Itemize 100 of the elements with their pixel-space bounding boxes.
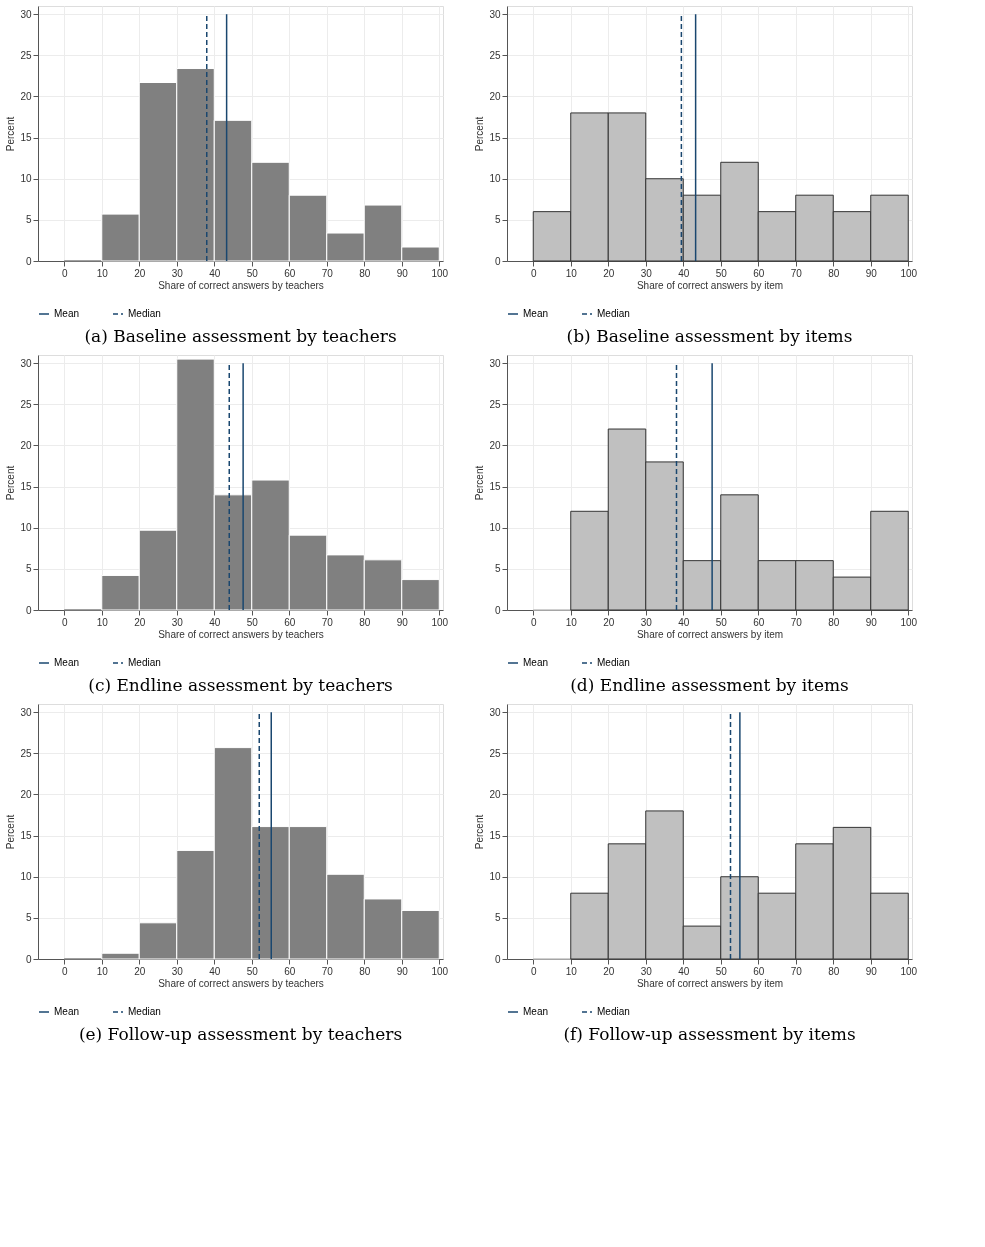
x-tick-label: 90 [865, 965, 878, 977]
x-tick-label: 80 [359, 965, 371, 977]
y-tick-label: 25 [20, 398, 32, 410]
x-tick-label: 0 [61, 267, 68, 279]
y-tick-label: 25 [20, 747, 32, 759]
y-tick-label: 15 [20, 132, 32, 144]
x-tick-label: 60 [284, 616, 296, 628]
x-tick-label: 50 [246, 965, 259, 977]
x-tick-label: 70 [790, 965, 803, 977]
legend-label: Median [597, 1006, 630, 1017]
x-tick-label: 30 [640, 965, 653, 977]
x-axis-title: Share of correct answers by teachers [158, 628, 324, 640]
y-tick-label: 0 [494, 604, 501, 616]
x-tick-label: 90 [396, 616, 409, 628]
legend-label: Median [597, 308, 630, 319]
y-tick-label: 25 [489, 398, 501, 410]
x-tick-label: 20 [603, 267, 615, 279]
x-tick-label: 0 [530, 965, 537, 977]
x-tick-label: 20 [134, 965, 146, 977]
x-tick-label: 10 [96, 267, 109, 279]
y-tick-label: 30 [489, 357, 501, 369]
x-tick-label: 100 [900, 965, 918, 977]
x-tick-label: 10 [565, 965, 578, 977]
y-tick-label: 5 [494, 563, 501, 575]
x-tick-label: 100 [900, 267, 918, 279]
y-tick-label: 0 [25, 604, 32, 616]
x-tick-label: 100 [431, 965, 449, 977]
x-tick-label: 60 [753, 965, 765, 977]
text: (a) Baseline assessment by teachers [84, 326, 397, 346]
x-tick-label: 100 [900, 616, 918, 628]
x-axis-title: Share of correct answers by teachers [158, 279, 324, 291]
x-tick-label: 30 [640, 616, 653, 628]
y-tick-label: 20 [20, 439, 32, 451]
y-tick-label: 30 [489, 706, 501, 718]
x-tick-label: 50 [246, 267, 259, 279]
x-tick-label: 70 [321, 616, 334, 628]
y-tick-label: 0 [25, 953, 32, 965]
x-tick-label: 80 [828, 616, 840, 628]
x-tick-label: 40 [209, 267, 221, 279]
y-tick-label: 30 [489, 8, 501, 20]
x-tick-label: 80 [359, 267, 371, 279]
x-axis-title: Share of correct answers by teachers [158, 977, 324, 989]
x-tick-label: 80 [359, 616, 371, 628]
y-tick-label: 10 [489, 173, 501, 185]
x-tick-label: 60 [753, 616, 765, 628]
x-tick-label: 10 [96, 616, 109, 628]
y-tick-label: 10 [20, 871, 32, 883]
x-tick-label: 70 [790, 616, 803, 628]
x-tick-label: 40 [678, 267, 690, 279]
x-tick-label: 10 [96, 965, 109, 977]
text: (d) Endline assessment by items [570, 675, 849, 695]
x-tick-label: 60 [284, 965, 296, 977]
y-tick-label: 25 [489, 49, 501, 61]
y-tick-label: 0 [25, 255, 32, 267]
x-tick-label: 100 [431, 616, 449, 628]
x-tick-label: 0 [530, 616, 537, 628]
y-tick-label: 30 [20, 357, 32, 369]
legend-label: Mean [54, 657, 80, 668]
x-tick-label: 60 [284, 267, 296, 279]
y-axis-title: Percent [474, 465, 486, 501]
x-tick-label: 0 [530, 267, 537, 279]
x-tick-label: 20 [603, 965, 615, 977]
y-axis-title: Percent [474, 116, 486, 152]
x-tick-label: 50 [715, 616, 728, 628]
y-tick-label: 25 [20, 49, 32, 61]
y-tick-label: 5 [494, 214, 501, 226]
x-tick-label: 40 [678, 965, 690, 977]
y-tick-label: 0 [494, 255, 501, 267]
x-tick-label: 50 [715, 267, 728, 279]
y-tick-label: 10 [20, 173, 32, 185]
text: (e) Follow-up assessment by teachers [78, 1024, 403, 1044]
x-tick-label: 10 [565, 616, 578, 628]
x-axis-title: Share of correct answers by item [636, 977, 784, 989]
y-axis-title: Percent [5, 814, 17, 850]
x-tick-label: 40 [209, 965, 221, 977]
y-tick-label: 0 [494, 953, 501, 965]
legend-label: Median [128, 657, 161, 668]
x-tick-label: 20 [134, 267, 146, 279]
x-tick-label: 30 [171, 616, 184, 628]
x-tick-label: 90 [396, 267, 409, 279]
y-tick-label: 20 [20, 788, 32, 800]
y-tick-label: 25 [489, 747, 501, 759]
y-tick-label: 5 [25, 214, 32, 226]
legend-label: Mean [54, 308, 80, 319]
x-tick-label: 90 [865, 616, 878, 628]
y-tick-label: 15 [489, 481, 501, 493]
x-tick-label: 90 [396, 965, 409, 977]
x-tick-label: 70 [321, 267, 334, 279]
x-tick-label: 60 [753, 267, 765, 279]
x-tick-label: 40 [209, 616, 221, 628]
x-axis-title: Share of correct answers by item [636, 279, 784, 291]
x-tick-label: 40 [678, 616, 690, 628]
x-tick-label: 70 [321, 965, 334, 977]
legend-label: Mean [523, 657, 549, 668]
y-axis-title: Percent [5, 465, 17, 501]
y-tick-label: 10 [20, 522, 32, 534]
y-tick-label: 10 [489, 871, 501, 883]
legend-label: Median [597, 657, 630, 668]
x-tick-label: 0 [61, 965, 68, 977]
y-tick-label: 20 [489, 90, 501, 102]
